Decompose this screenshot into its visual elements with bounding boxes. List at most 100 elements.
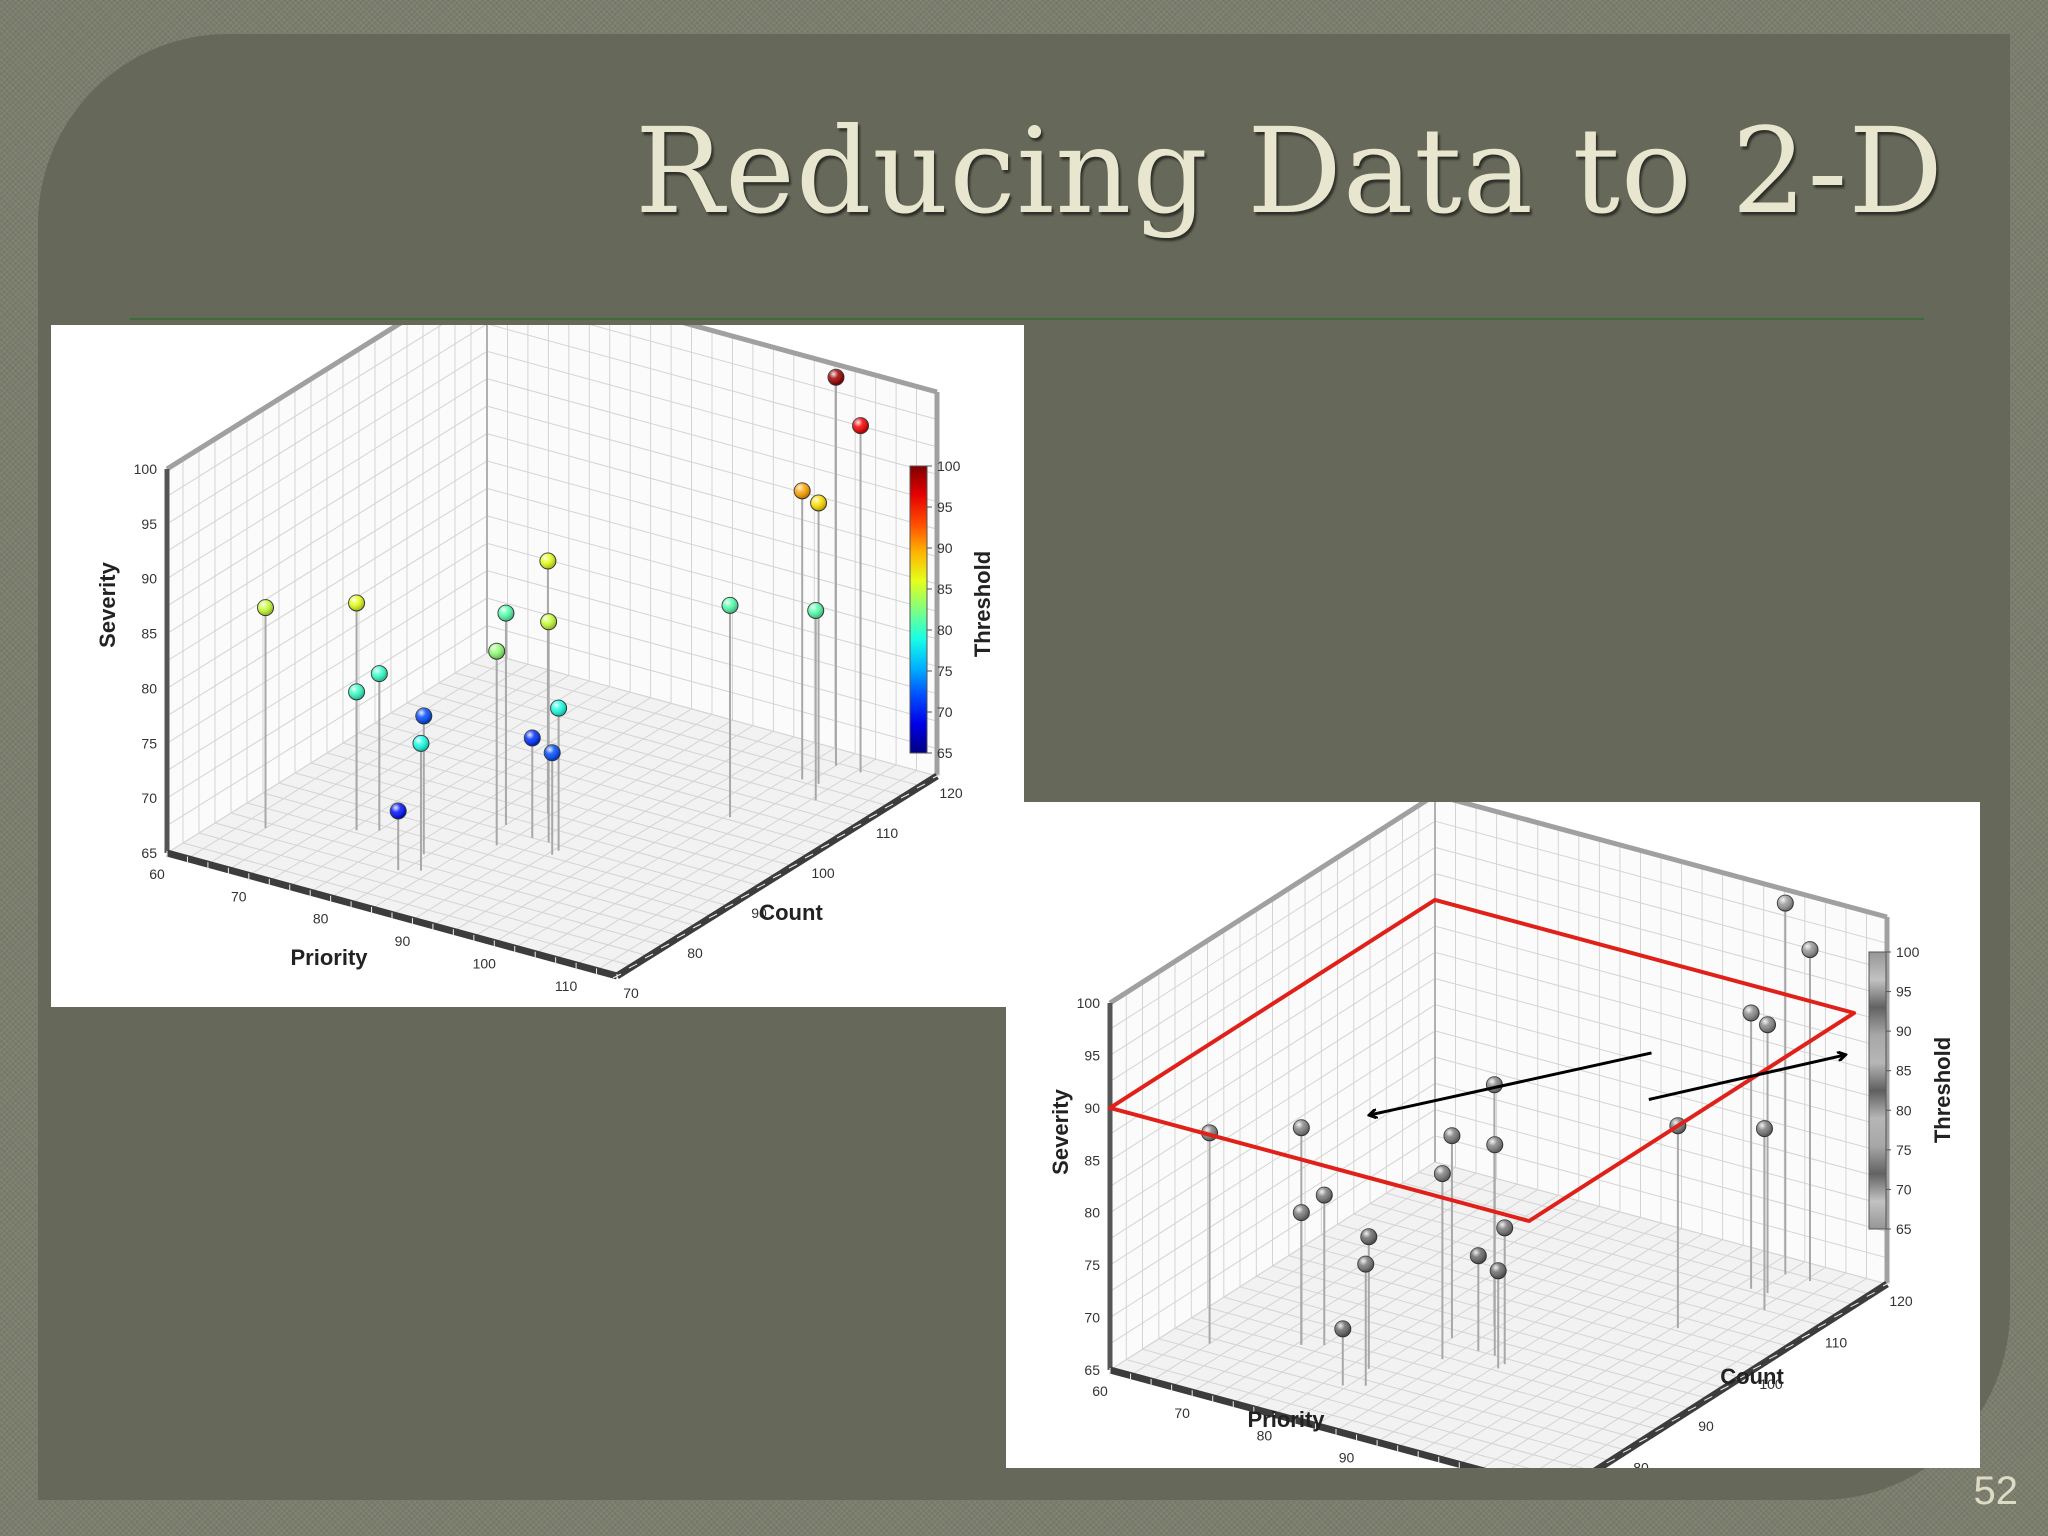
priority-tick-90: 90 [1339,1450,1355,1466]
threshold-colorbar: 65 70 75 80 85 90 95 100 Threshold [1868,944,1955,1237]
data-point [540,613,558,631]
data-point [497,604,515,622]
chart-3d-scatter-gray: 65 70 75 80 85 90 95 100 60 70 80 90 100 110 70 80 90 100… [1006,802,1980,1468]
data-point [1334,1320,1352,1338]
data-point [412,734,430,752]
colorbar-tick-85: 85 [937,581,953,597]
severity-tick-70: 70 [1084,1310,1100,1326]
priority-tick-60: 60 [149,866,165,882]
severity-axis-title: Severity [1048,1088,1073,1174]
priority-axis-title: Priority [1247,1407,1325,1432]
projection-arrow-priority [1370,1051,1652,1115]
severity-tick-65: 65 [141,845,157,861]
colorbar-tick-70: 70 [937,704,953,720]
priority-tick-100: 100 [473,955,497,971]
data-point [550,699,568,717]
data-point [1292,1204,1310,1222]
data-point [389,802,407,820]
severity-tick-labels: 65 70 75 80 85 90 95 100 [134,461,158,861]
colorbar-tick-85: 85 [1896,1063,1912,1079]
chart-3d-scatter-gray-svg: 65 70 75 80 85 90 95 100 60 70 80 90 100 110 70 80 90 100… [1048,802,1955,1468]
data-point [1357,1255,1375,1273]
data-point [810,494,828,512]
data-point [807,602,825,620]
severity-tick-75: 75 [141,735,157,751]
data-point [543,744,561,762]
data-point [348,594,366,612]
data-point [348,683,366,701]
priority-axis-title: Priority [290,945,368,970]
count-tick-110: 110 [1825,1335,1848,1351]
priority-tick-70: 70 [231,888,247,904]
projection-overlay [1108,897,1857,1223]
priority-tick-labels: 60 70 80 90 100 110 [149,866,577,994]
count-tick-80: 80 [687,945,703,961]
severity-tick-90: 90 [141,571,157,587]
count-tick-70: 70 [623,985,639,1001]
count-tick-90: 90 [751,905,767,921]
slide-number: 52 [1973,1469,2019,1513]
colorbar-tick-90: 90 [1896,1023,1912,1039]
colorbar-title: Threshold [970,551,995,657]
data-point [1801,941,1819,959]
data-point [415,707,433,725]
data-point [257,599,275,617]
data-point [539,552,557,570]
colorbar-tick-65: 65 [1896,1221,1912,1237]
severity-tick-95: 95 [1084,1047,1100,1063]
count-tick-80: 80 [1633,1459,1649,1468]
data-point [827,368,845,386]
data-point [1485,1076,1503,1094]
severity-tick-100: 100 [134,461,158,477]
count-tick-110: 110 [876,825,899,841]
data-point [1759,1016,1777,1034]
title-divider [130,318,1924,320]
colorbar-tick-75: 75 [1896,1142,1912,1158]
threshold-colorbar: 65 70 75 80 85 90 95 100 Threshold [909,458,995,761]
colorbar-title: Threshold [1930,1037,1955,1143]
count-axis-title: Count [1720,1364,1784,1389]
point-stems [264,377,862,871]
colorbar-tick-95: 95 [1896,984,1912,1000]
colorbar-tick-100: 100 [937,458,961,474]
data-points [257,368,870,820]
severity-tick-95: 95 [141,516,157,532]
data-point [793,482,811,500]
priority-tick-80: 80 [1257,1427,1273,1443]
severity-tick-80: 80 [141,680,157,696]
colorbar-tick-65: 65 [937,745,953,761]
severity-tick-85: 85 [141,626,157,642]
data-point [852,417,870,435]
chart-3d-scatter-color-svg: 65 70 75 80 85 90 95 100 60 70 80 90 100 110 70 80 90 100… [95,325,995,1001]
count-tick-90: 90 [1698,1418,1714,1434]
priority-tick-60: 60 [1092,1383,1108,1399]
severity-tick-100: 100 [1077,995,1101,1011]
data-point [1315,1186,1333,1204]
data-point [370,665,388,683]
axis-frame [164,325,942,982]
colorbar-tick-90: 90 [937,540,953,556]
data-point [523,729,541,747]
data-point [721,596,739,614]
priority-tick-90: 90 [395,933,411,949]
count-axis-title: Count [759,900,823,925]
count-tick-100: 100 [811,865,835,881]
colorbar-tick-75: 75 [937,663,953,679]
colorbar-tick-100: 100 [1896,944,1920,960]
priority-tick-110: 110 [555,978,578,994]
severity-tick-75: 75 [1084,1257,1100,1273]
count-tick-100: 100 [1759,1376,1783,1392]
data-point [1489,1262,1507,1280]
chart-3d-scatter-color: 65 70 75 80 85 90 95 100 60 70 80 90 100 110 70 80 90 100… [51,325,1024,1007]
severity-tick-65: 65 [1084,1362,1100,1378]
count-tick-120: 120 [939,785,963,801]
colorbar-gradient [1868,951,1887,1230]
projection-arrow-count [1648,1055,1845,1101]
colorbar-tick-70: 70 [1896,1181,1912,1197]
data-point [1742,1004,1760,1022]
count-tick-labels: 70 80 90 100 110 120 [623,785,963,1001]
priority-tick-80: 80 [313,911,329,927]
data-point [1755,1120,1773,1138]
